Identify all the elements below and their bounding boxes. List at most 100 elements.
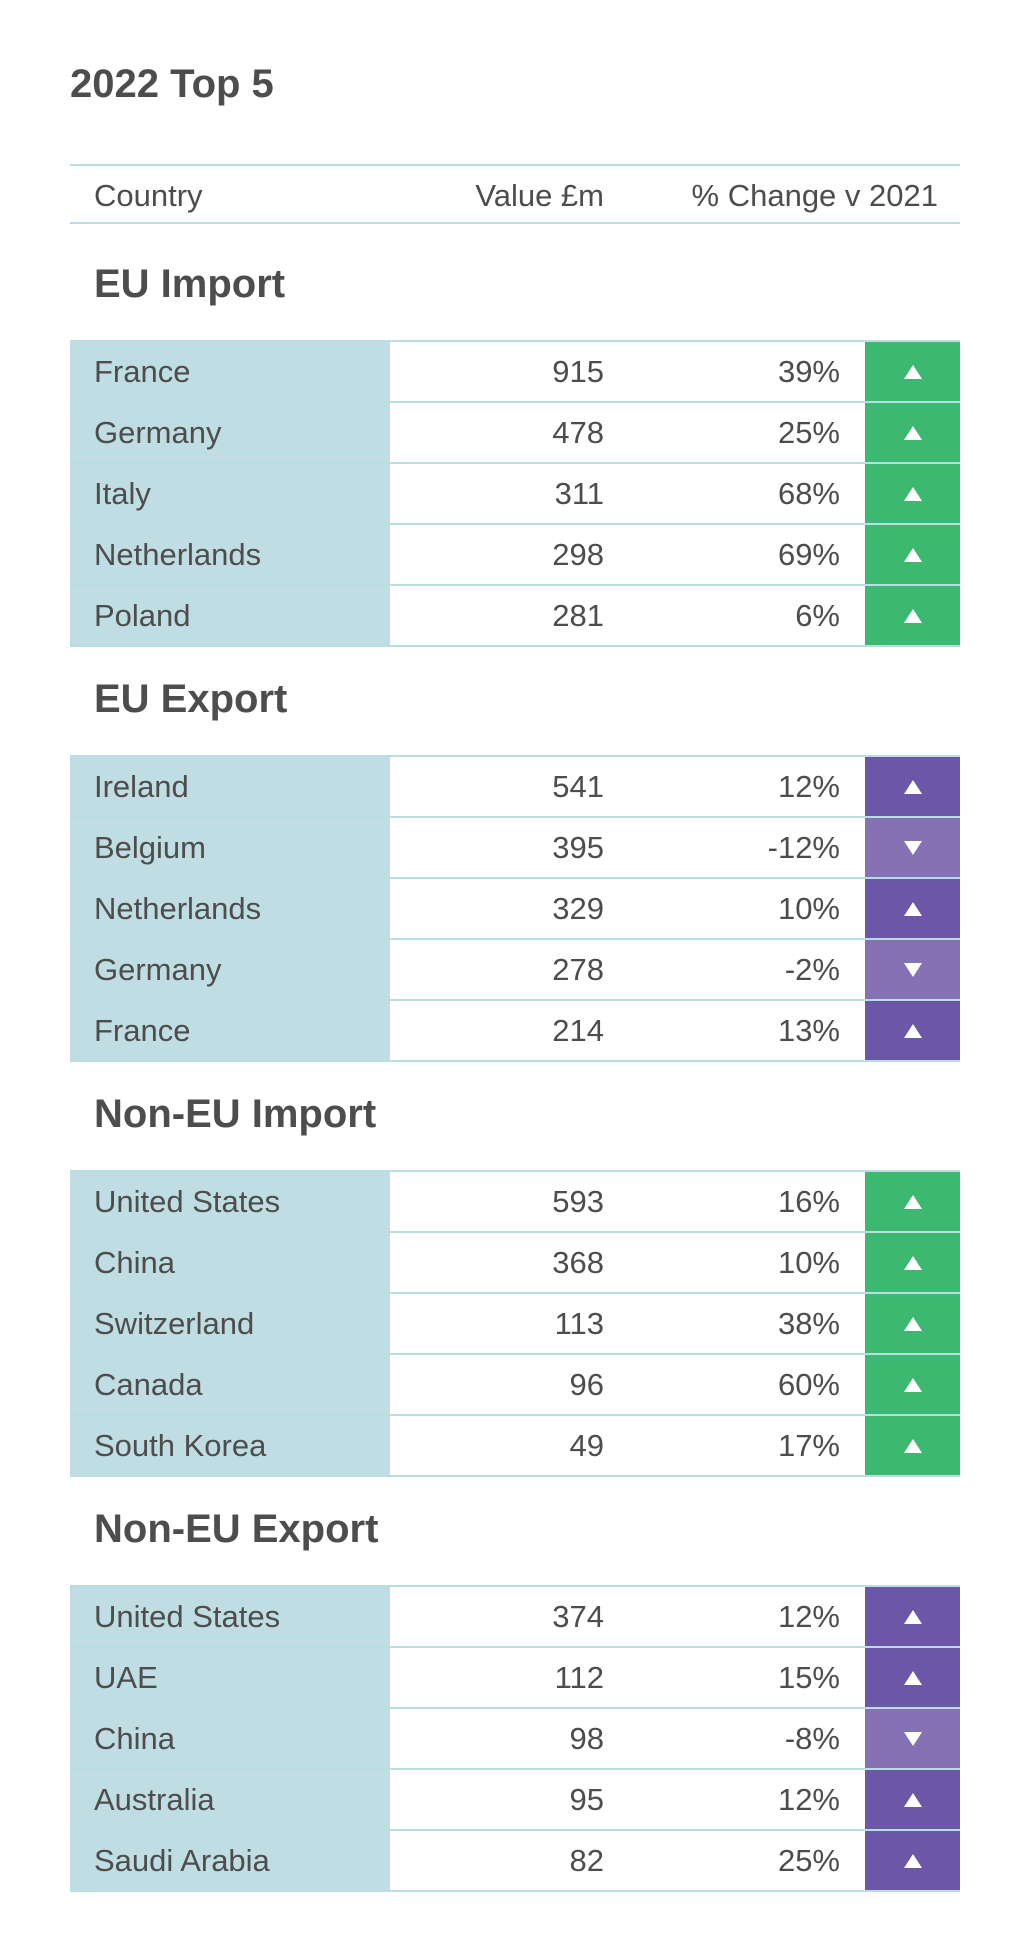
value-cell: 113 [554, 1306, 604, 1341]
triangle-up-icon [903, 1792, 922, 1807]
change-cell: 25% [777, 415, 840, 450]
trend-indicator [865, 1233, 960, 1292]
section-title: EU Import [94, 262, 286, 306]
table-row: Germany 278 -2% [70, 940, 960, 1001]
value-cell: 541 [552, 769, 604, 804]
value-cell: 98 [569, 1721, 604, 1756]
country-label: Netherlands [94, 537, 262, 572]
table-row: Ireland 541 12% [70, 757, 960, 818]
country-cell: Poland [70, 586, 390, 645]
country-label: UAE [94, 1660, 158, 1695]
country-label: United States [94, 1599, 281, 1634]
value-cell: 278 [552, 952, 604, 987]
trend-indicator [865, 757, 960, 816]
country-label: Germany [94, 952, 222, 987]
value-cell: 374 [552, 1599, 604, 1634]
country-cell: China [70, 1233, 390, 1292]
country-label: Poland [94, 598, 191, 633]
value-cell: 214 [552, 1013, 604, 1048]
country-cell: Australia [70, 1770, 390, 1829]
country-label: South Korea [94, 1428, 267, 1463]
trend-indicator [865, 1587, 960, 1646]
table-row: Poland 281 6% [70, 586, 960, 647]
change-cell: 13% [777, 1013, 840, 1048]
header-country: Country [94, 178, 203, 213]
triangle-up-icon [903, 901, 922, 916]
change-cell: 15% [777, 1660, 840, 1695]
value-cell: 915 [552, 354, 604, 389]
country-cell: France [70, 342, 390, 401]
table-row: Germany 478 25% [70, 403, 960, 464]
country-cell: Germany [70, 940, 390, 999]
country-cell: United States [70, 1172, 390, 1231]
trend-indicator [865, 464, 960, 523]
change-cell: 25% [777, 1843, 840, 1878]
value-cell: 49 [569, 1428, 604, 1463]
trend-indicator [865, 818, 960, 877]
trend-indicator [865, 342, 960, 401]
value-cell: 298 [552, 537, 604, 572]
country-cell: UAE [70, 1648, 390, 1707]
trend-indicator [865, 879, 960, 938]
country-cell: Ireland [70, 757, 390, 816]
triangle-up-icon [903, 486, 922, 501]
table-header: Country Value £m % Change v 2021 [70, 164, 960, 224]
triangle-up-icon [903, 425, 922, 440]
change-cell: 60% [777, 1367, 840, 1402]
triangle-up-icon [903, 1023, 922, 1038]
table-row: Canada 96 60% [70, 1355, 960, 1416]
value-cell: 96 [569, 1367, 604, 1402]
country-label: Canada [94, 1367, 203, 1402]
value-cell: 478 [552, 415, 604, 450]
country-label: Belgium [94, 830, 206, 865]
country-label: Netherlands [94, 891, 262, 926]
trend-indicator [865, 1709, 960, 1768]
change-cell: 16% [777, 1184, 840, 1219]
trend-indicator [865, 1355, 960, 1414]
value-cell: 593 [552, 1184, 604, 1219]
country-label: France [94, 1013, 191, 1048]
change-cell: 38% [777, 1306, 840, 1341]
triangle-up-icon [903, 364, 922, 379]
change-cell: 10% [777, 891, 840, 926]
section-title: EU Export [94, 677, 288, 721]
change-cell: -2% [784, 952, 840, 987]
country-label: China [94, 1721, 175, 1756]
section-title: Non-EU Import [94, 1092, 377, 1136]
country-cell: Germany [70, 403, 390, 462]
table-row: United States 374 12% [70, 1587, 960, 1648]
triangle-down-icon [903, 1731, 922, 1746]
section-title: Non-EU Export [94, 1507, 379, 1551]
table-row: Netherlands 329 10% [70, 879, 960, 940]
country-cell: United States [70, 1587, 390, 1646]
header-value: Value £m [475, 178, 604, 213]
header-change: % Change v 2021 [691, 178, 938, 213]
trend-indicator [865, 403, 960, 462]
change-cell: 6% [795, 598, 840, 633]
section-rows: Ireland 541 12% Belgium 395 -12% Netherlands 32… [70, 755, 960, 1062]
country-cell: Saudi Arabia [70, 1831, 390, 1890]
value-cell: 95 [569, 1782, 604, 1817]
table-row: Netherlands 298 69% [70, 525, 960, 586]
change-cell: 12% [777, 1599, 840, 1634]
trend-indicator [865, 586, 960, 645]
country-cell: China [70, 1709, 390, 1768]
table-row: Saudi Arabia 82 25% [70, 1831, 960, 1892]
section-rows: United States 593 16% China 368 10% Switzerlan… [70, 1170, 960, 1477]
country-label: Australia [94, 1782, 215, 1817]
value-cell: 395 [552, 830, 604, 865]
triangle-up-icon [903, 1438, 922, 1453]
triangle-up-icon [903, 1853, 922, 1868]
table-row: China 368 10% [70, 1233, 960, 1294]
triangle-up-icon [903, 1316, 922, 1331]
table-row: Italy 311 68% [70, 464, 960, 525]
trend-indicator [865, 1416, 960, 1475]
triangle-up-icon [903, 1377, 922, 1392]
table-row: UAE 112 15% [70, 1648, 960, 1709]
country-label: Germany [94, 415, 222, 450]
country-label: France [94, 354, 191, 389]
table-row: Switzerland 113 38% [70, 1294, 960, 1355]
change-cell: 10% [777, 1245, 840, 1280]
change-cell: -8% [784, 1721, 840, 1756]
table-row: United States 593 16% [70, 1172, 960, 1233]
